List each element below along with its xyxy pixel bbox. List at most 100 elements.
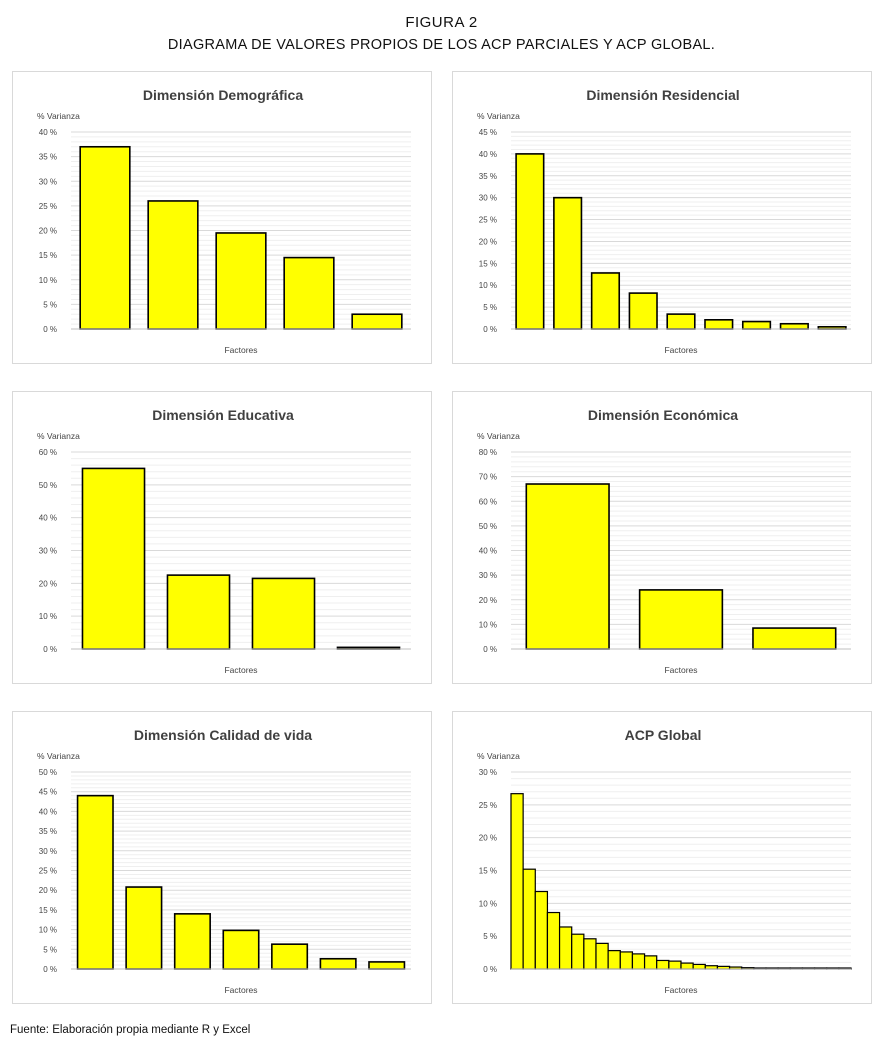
y-tick-label: 0 % bbox=[43, 965, 57, 974]
bar bbox=[510, 793, 524, 970]
y-tick-label: 40 % bbox=[479, 150, 497, 159]
y-tick-label: 10 % bbox=[39, 276, 57, 285]
y-tick-label: 5 % bbox=[43, 300, 57, 309]
bar bbox=[628, 292, 658, 330]
y-tick-label: 25 % bbox=[39, 867, 57, 876]
y-tick-label: 25 % bbox=[479, 216, 497, 225]
x-axis-label: Factores bbox=[224, 985, 257, 995]
bar bbox=[215, 232, 267, 330]
y-tick-label: 30 % bbox=[39, 847, 57, 856]
bar bbox=[319, 957, 357, 970]
y-axis-label: % Varianza bbox=[477, 751, 520, 761]
y-tick-label: 30 % bbox=[39, 177, 57, 186]
y-tick-label: 25 % bbox=[479, 801, 497, 810]
y-tick-label: 30 % bbox=[39, 547, 57, 556]
chart-acp-global: 0 % 5 % 10 % 15 % 20 % 25 % 30 % ACP Global % Va… bbox=[477, 727, 852, 995]
bar bbox=[607, 950, 621, 970]
y-tick-label: 0 % bbox=[483, 965, 497, 974]
bar bbox=[522, 868, 536, 970]
y-tick-label: 10 % bbox=[39, 926, 57, 935]
bar bbox=[515, 153, 545, 330]
y-axis-label: % Varianza bbox=[37, 111, 80, 121]
figure-title: DIAGRAMA DE VALORES PROPIOS DE LOS ACP P… bbox=[167, 37, 716, 53]
bar bbox=[546, 911, 561, 970]
y-tick-label: 15 % bbox=[39, 251, 57, 260]
bar bbox=[173, 913, 211, 970]
y-tick-label: 35 % bbox=[479, 172, 497, 181]
bar bbox=[283, 256, 335, 330]
bar bbox=[351, 313, 403, 330]
bar bbox=[680, 962, 694, 970]
bar bbox=[368, 961, 406, 970]
bar bbox=[779, 322, 809, 330]
y-tick-label: 20 % bbox=[39, 579, 57, 588]
chart-panel-acp-global: 0 % 5 % 10 % 15 % 20 % 25 % 30 % ACP Global % Va… bbox=[452, 711, 872, 1004]
bar bbox=[643, 955, 658, 970]
y-tick-label: 20 % bbox=[39, 227, 57, 236]
bar bbox=[525, 483, 610, 650]
bar bbox=[571, 933, 585, 970]
bar bbox=[251, 577, 316, 650]
y-tick-label: 70 % bbox=[479, 473, 497, 482]
bar bbox=[81, 467, 146, 650]
y-tick-label: 35 % bbox=[39, 827, 57, 836]
y-tick-label: 0 % bbox=[483, 645, 497, 654]
figure-label: FIGURA 2 bbox=[405, 14, 478, 31]
y-tick-label: 20 % bbox=[39, 886, 57, 895]
y-tick-label: 50 % bbox=[39, 481, 57, 490]
x-axis-label: Factores bbox=[224, 665, 257, 675]
y-tick-label: 5 % bbox=[43, 945, 57, 954]
y-tick-label: 30 % bbox=[479, 571, 497, 580]
bar bbox=[79, 145, 131, 330]
bar bbox=[668, 960, 682, 970]
bar bbox=[590, 272, 621, 330]
y-tick-label: 5 % bbox=[483, 303, 497, 312]
bar bbox=[76, 794, 114, 970]
bar bbox=[558, 926, 573, 970]
y-tick-label: 10 % bbox=[39, 612, 57, 621]
y-tick-label: 30 % bbox=[479, 194, 497, 203]
bar bbox=[619, 951, 634, 970]
chart-residencial: 0 % 5 % 10 % 15 % 20 % 25 % 30 % 35 % 40 % 45 % Di… bbox=[477, 87, 851, 355]
y-tick-label: 60 % bbox=[479, 497, 497, 506]
y-tick-label: 45 % bbox=[479, 128, 497, 137]
y-tick-label: 10 % bbox=[479, 620, 497, 629]
chart-panel-educativa: 0 % 10 % 20 % 30 % 40 % 50 % 60 % Dimensión Edu… bbox=[12, 391, 432, 684]
y-tick-label: 0 % bbox=[43, 325, 57, 334]
y-tick-label: 5 % bbox=[483, 932, 497, 941]
bar bbox=[147, 200, 199, 330]
chart-panel-calidad-de-vida: 0 % 5 % 10 % 15 % 20 % 25 % 30 % 35 % 40 % 45 % 50… bbox=[12, 711, 432, 1004]
y-tick-label: 10 % bbox=[479, 281, 497, 290]
y-tick-label: 50 % bbox=[479, 522, 497, 531]
y-tick-label: 15 % bbox=[479, 259, 497, 268]
y-tick-label: 40 % bbox=[39, 807, 57, 816]
chart-title: Dimensión Económica bbox=[588, 407, 738, 423]
x-axis-label: Factores bbox=[664, 345, 697, 355]
y-tick-label: 40 % bbox=[39, 128, 57, 137]
bar bbox=[595, 942, 609, 970]
bar bbox=[553, 196, 583, 330]
y-axis-label: % Varianza bbox=[477, 431, 520, 441]
bar bbox=[271, 943, 309, 970]
chart-title: Dimensión Demográfica bbox=[143, 87, 303, 103]
y-tick-label: 0 % bbox=[43, 645, 57, 654]
bar bbox=[656, 959, 670, 970]
y-tick-label: 30 % bbox=[479, 768, 497, 777]
chart-demografica: 0 % 5 % 10 % 15 % 20 % 25 % 30 % 35 % 40 % Dimens… bbox=[37, 87, 411, 355]
chart-calidad-de-vida: 0 % 5 % 10 % 15 % 20 % 25 % 30 % 35 % 40 % 45 % 50… bbox=[37, 727, 411, 995]
y-tick-label: 35 % bbox=[39, 153, 57, 162]
bar bbox=[166, 574, 231, 650]
chart-panel-demografica: 0 % 5 % 10 % 15 % 20 % 25 % 30 % 35 % 40 % Dimens… bbox=[12, 71, 432, 364]
y-tick-label: 20 % bbox=[479, 596, 497, 605]
y-axis-label: % Varianza bbox=[37, 431, 80, 441]
y-tick-label: 25 % bbox=[39, 202, 57, 211]
chart-panel-residencial: 0 % 5 % 10 % 15 % 20 % 25 % 30 % 35 % 40 % 45 % Di… bbox=[452, 71, 872, 364]
y-tick-label: 80 % bbox=[479, 448, 497, 457]
chart-title: ACP Global bbox=[625, 727, 702, 743]
bar bbox=[125, 886, 163, 970]
y-tick-label: 10 % bbox=[479, 899, 497, 908]
y-tick-label: 15 % bbox=[479, 867, 497, 876]
y-tick-label: 45 % bbox=[39, 788, 57, 797]
y-axis-label: % Varianza bbox=[477, 111, 520, 121]
bar bbox=[666, 313, 696, 330]
